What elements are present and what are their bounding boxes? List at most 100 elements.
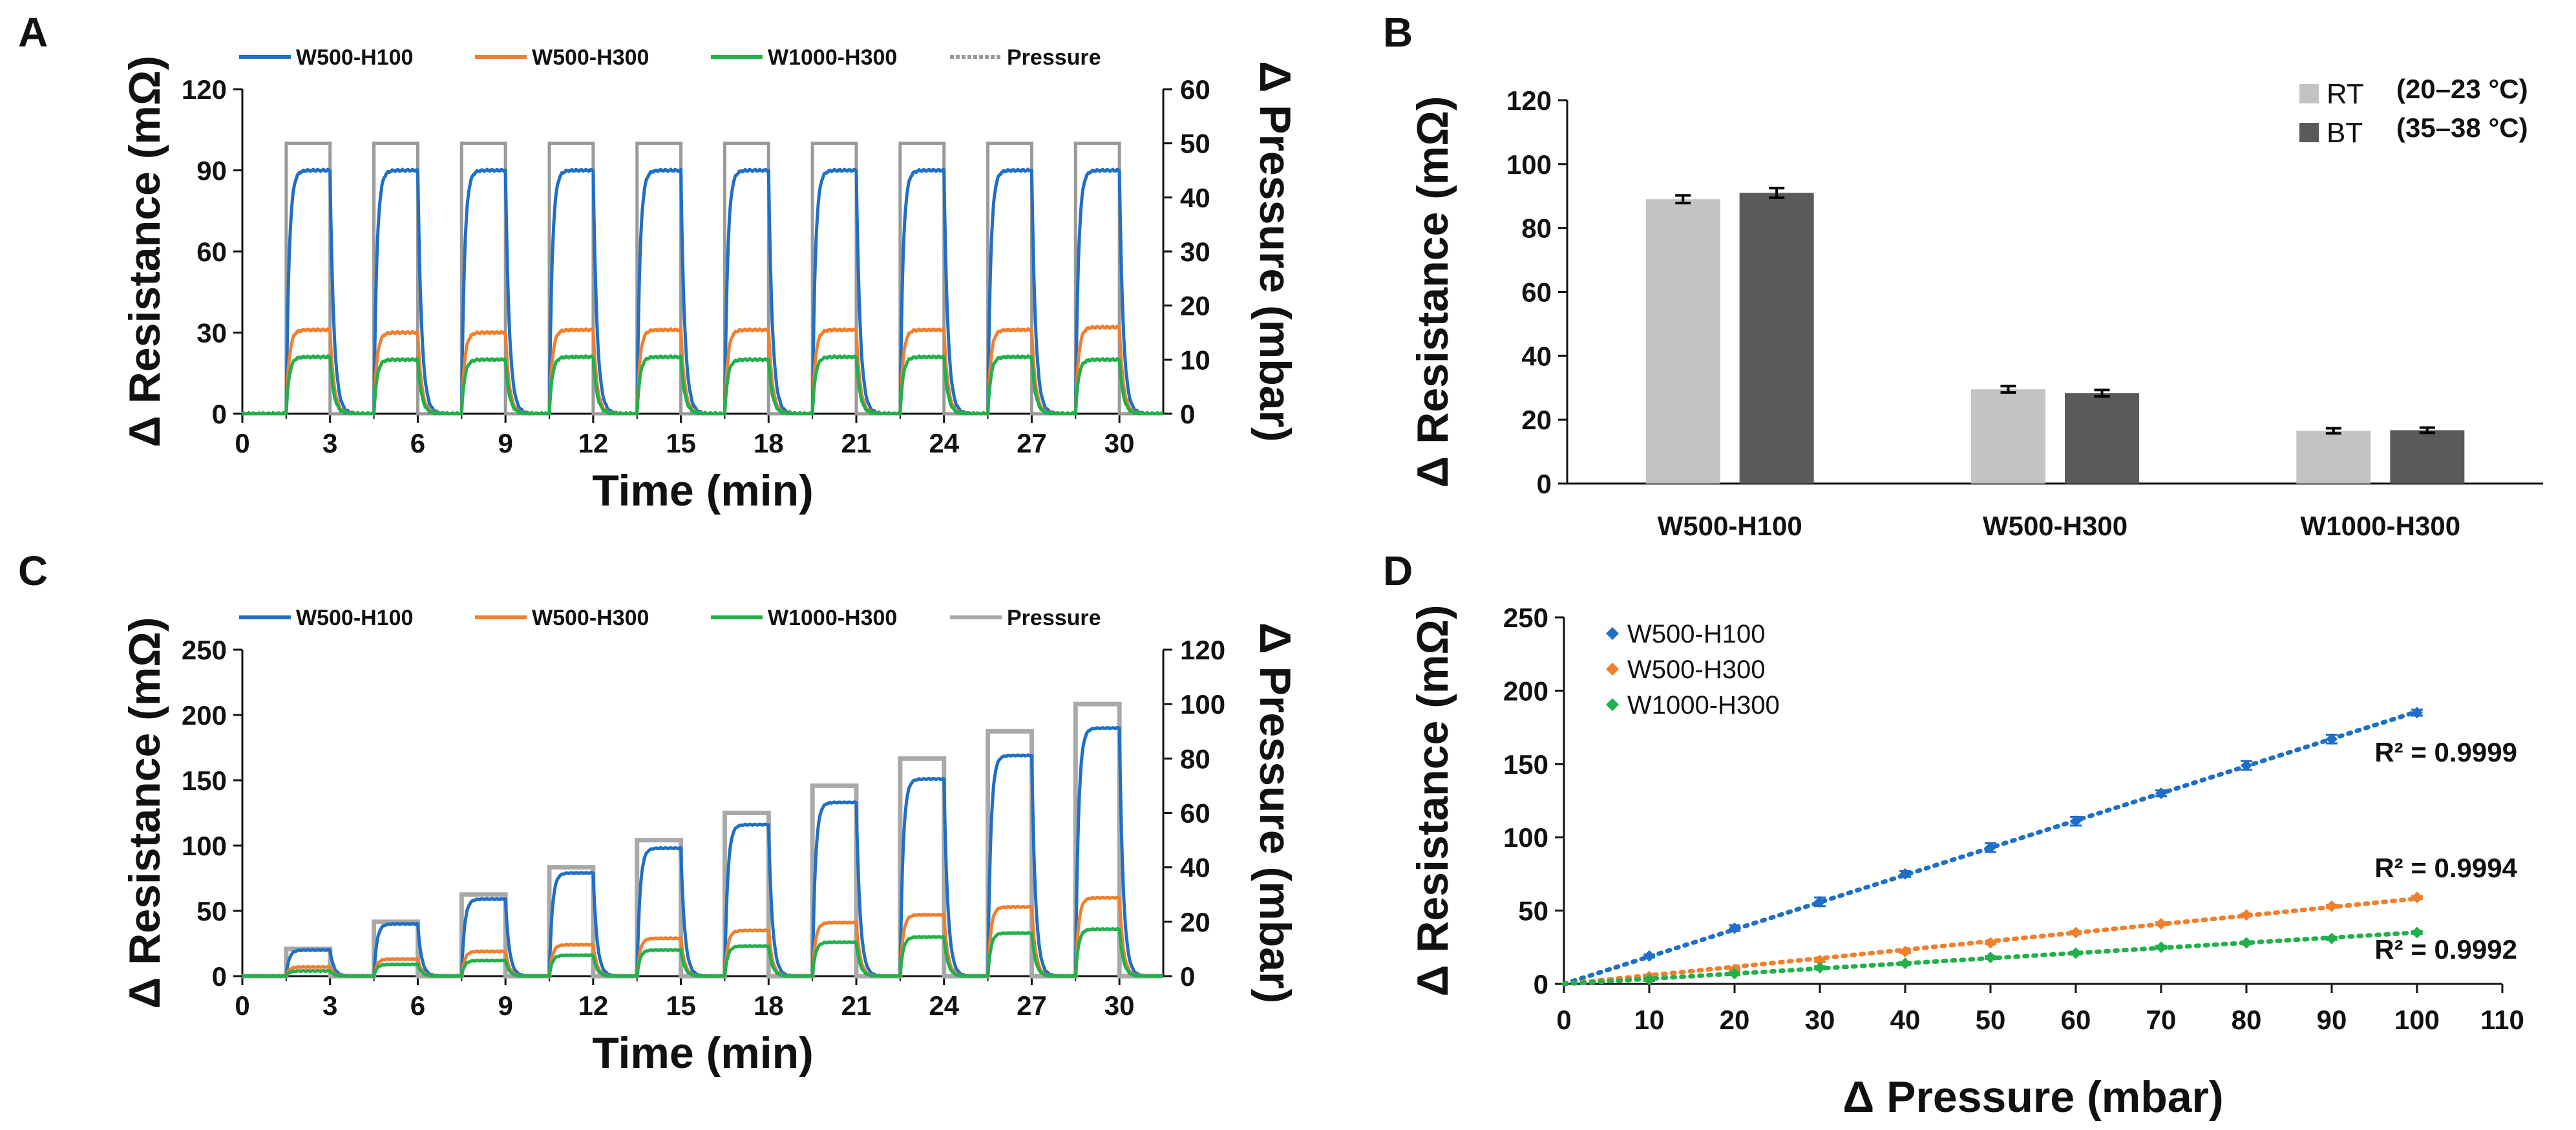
legend-label-w1000-h300: W1000-H300 [1627, 691, 1780, 720]
x-category-label: W500-H100 [1658, 511, 1802, 541]
data-point-w1000-h300 [1643, 974, 1655, 986]
data-point-w1000-h300 [1899, 957, 1911, 970]
data-point-w500-h300 [1814, 954, 1826, 966]
y-tick-label: 40 [1521, 341, 1552, 371]
y2-tick-label: 40 [1180, 853, 1210, 883]
data-point-w1000-h300 [2241, 937, 2252, 949]
panel-label-d: D [1383, 548, 1413, 594]
data-point-w500-h100 [1899, 868, 1911, 880]
x-tick-label: 9 [498, 990, 512, 1021]
series-line-w1000-h300 [241, 927, 1165, 978]
y-axis-title: Δ Resistance (mΩ) [120, 617, 169, 1008]
x-tick-label: 15 [666, 428, 696, 458]
panel-b-chart: 0 20 40 60 80 100 120 Δ Resistance (mΩ) W500-H10… [1408, 74, 2543, 541]
y-tick-label: 200 [182, 700, 227, 730]
data-point-w1000-h300 [1814, 962, 1826, 974]
y-tick-label: 80 [1521, 213, 1552, 244]
x-axis-title: Δ Pressure (mbar) [1842, 1072, 2223, 1122]
legend-label-rt: RT [2327, 78, 2364, 110]
y2-tick-label: 10 [1180, 345, 1210, 375]
y-axis-title: Δ Resistance (mΩ) [120, 56, 169, 447]
legend-label: W500-H300 [532, 606, 649, 630]
y2-axis-title: Δ Pressure (mbar) [1251, 623, 1300, 1003]
y-tick-label: 30 [196, 318, 227, 348]
data-point-w500-h300 [2241, 909, 2252, 921]
panel-c-chart: 0 3 6 9 12 15 18 21 24 27 30 0 50 100 150 200 250 0 20 40 60… [120, 606, 1300, 1078]
x-axis-title: Time (min) [592, 466, 814, 515]
y-tick-label: 50 [196, 896, 227, 926]
data-point-w500-h100 [1814, 895, 1826, 908]
x-tick-label: 70 [2146, 1005, 2177, 1035]
x-tick-label: 6 [410, 428, 425, 458]
legend-label: W1000-H300 [768, 45, 897, 70]
y2-tick-label: 50 [1180, 129, 1210, 159]
data-point-w1000-h300 [2411, 926, 2423, 939]
y-tick-label: 90 [196, 156, 227, 186]
data-point-w500-h100 [2155, 787, 2167, 800]
y-tick-label: 100 [1503, 822, 1548, 853]
legend-label-bt: BT [2327, 117, 2363, 149]
x-tick-label: 15 [666, 990, 696, 1021]
x-tick-label: 30 [1805, 1005, 1835, 1035]
y-tick-label: 0 [212, 399, 227, 429]
y2-tick-label: 80 [1180, 743, 1210, 774]
x-tick-label: 20 [1720, 1005, 1750, 1035]
x-tick-label: 3 [322, 428, 337, 458]
x-tick-label: 18 [754, 990, 784, 1021]
x-tick-label: 12 [578, 428, 608, 458]
data-point-w500-h300 [2155, 918, 2167, 930]
y2-tick-label: 120 [1180, 635, 1225, 665]
legend-note-rt: (20–23 °C) [2396, 74, 2528, 104]
panel-label-a: A [18, 9, 48, 56]
y-tick-label: 20 [1521, 405, 1552, 435]
x-tick-label: 9 [498, 428, 512, 458]
data-point-w500-h300 [1899, 946, 1911, 958]
legend-note-bt: (35–38 °C) [2396, 112, 2528, 143]
x-tick-label: 10 [1634, 1005, 1665, 1035]
x-tick-label: 30 [1104, 428, 1135, 458]
y-tick-label: 250 [182, 635, 227, 665]
x-tick-label: 27 [1017, 428, 1047, 458]
bar-rt [2296, 431, 2371, 484]
y-tick-label: 100 [182, 831, 227, 861]
series-line-w500-h100 [241, 167, 1165, 416]
y2-tick-label: 30 [1180, 237, 1210, 267]
x-tick-label: 24 [929, 990, 959, 1021]
x-tick-label: 18 [754, 428, 784, 458]
data-point-w500-h100 [2070, 815, 2082, 827]
y-tick-label: 120 [1506, 85, 1552, 116]
x-tick-label: 0 [235, 428, 249, 458]
x-tick-label: 12 [578, 990, 608, 1021]
y2-tick-label: 60 [1180, 798, 1210, 829]
x-tick-label: 30 [1104, 990, 1135, 1021]
panel-a-chart: 0 3 6 9 12 15 18 21 24 27 30 0 30 60 90 120 0 10 20 30 40 50 6… [120, 45, 1300, 515]
x-tick-label: 3 [322, 990, 337, 1021]
x-tick-label: 0 [1556, 1005, 1571, 1035]
legend-label-w500-h300: W500-H300 [1627, 656, 1765, 684]
legend-label: Pressure [1007, 606, 1101, 630]
r-squared-label-w500-h300: R² = 0.9994 [2374, 853, 2517, 883]
y-tick-label: 60 [196, 237, 227, 267]
bar-bt [2390, 430, 2465, 484]
y2-axis-title: Δ Pressure (mbar) [1251, 61, 1300, 442]
y-tick-label: 150 [1503, 749, 1548, 780]
legend-label-w500-h100: W500-H100 [1627, 620, 1765, 648]
legend-label: W500-H100 [296, 45, 413, 70]
data-point-w500-h100 [1643, 950, 1655, 962]
x-tick-label: 21 [841, 990, 872, 1021]
legend-label: W500-H300 [532, 45, 649, 70]
legend-label: W1000-H300 [768, 606, 897, 630]
y2-tick-label: 40 [1180, 182, 1210, 213]
data-point-w500-h300 [2326, 900, 2338, 912]
data-point-w500-h100 [2326, 733, 2338, 745]
y-tick-label: 0 [1537, 469, 1552, 499]
x-tick-label: 6 [410, 990, 425, 1021]
data-point-w500-h100 [1729, 922, 1740, 934]
pressure-series-line [242, 142, 1163, 416]
y-tick-label: 60 [1521, 277, 1552, 308]
y-axis-title: Δ Resistance (mΩ) [1408, 604, 1457, 996]
bar-rt [1971, 389, 2045, 484]
legend-label: Pressure [1007, 45, 1101, 70]
x-tick-label: 40 [1890, 1005, 1921, 1035]
x-tick-label: 100 [2394, 1005, 2440, 1035]
